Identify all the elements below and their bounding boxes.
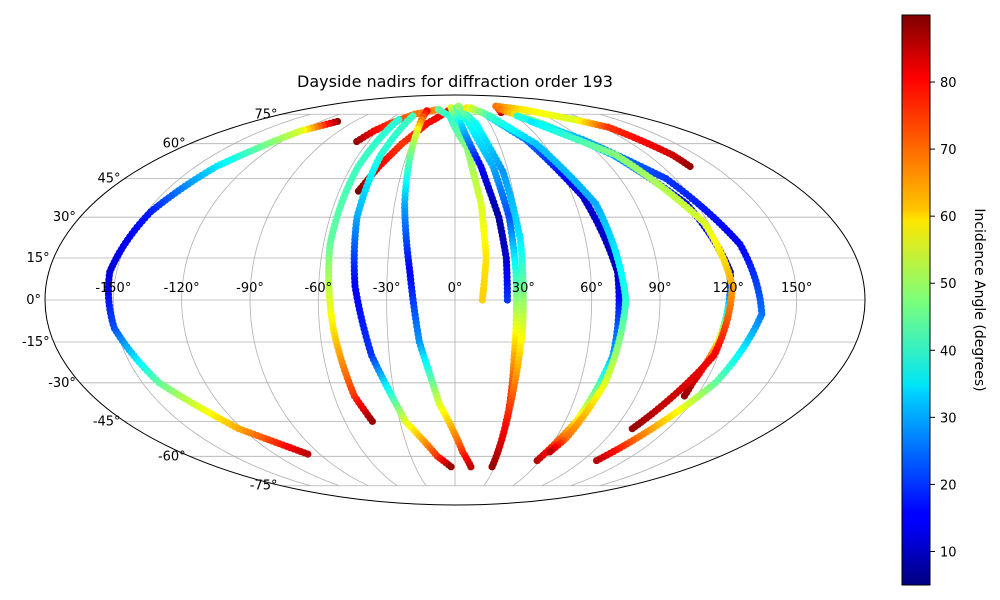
nadir-point <box>592 456 601 465</box>
latitude-tick-label: 15° <box>27 251 50 266</box>
nadir-point <box>503 296 511 304</box>
longitude-tick-label: -90° <box>236 281 264 296</box>
longitude-gridline <box>317 113 398 487</box>
colorbar-tick-label: 10 <box>940 545 957 560</box>
nadir-point <box>488 463 496 471</box>
latitude-tick-label: -30° <box>48 376 76 391</box>
nadir-point <box>680 392 689 400</box>
colorbar-tick-label: 80 <box>940 76 957 91</box>
nadir-point <box>686 162 694 171</box>
latitude-tick-label: 30° <box>53 210 76 225</box>
longitude-gridline <box>599 113 798 487</box>
longitude-tick-label: 60° <box>580 281 603 296</box>
latitude-tick-label: 60° <box>163 137 186 152</box>
longitude-gridline <box>541 113 661 487</box>
colorbar <box>901 14 931 586</box>
latitude-tick-label: 75° <box>254 107 277 122</box>
latitude-tick-label: 45° <box>98 172 121 187</box>
latitude-tick-label: -15° <box>22 335 50 350</box>
colorbar-tick-label: 40 <box>940 344 957 359</box>
latitude-tick-label: -60° <box>158 449 186 464</box>
nadir-point <box>368 417 376 425</box>
longitude-tick-label: 150° <box>781 281 812 296</box>
nadir-point <box>546 448 554 456</box>
latitude-tick-label: -75° <box>250 479 278 494</box>
nadir-point <box>467 463 475 471</box>
longitude-tick-labels: -150° -120° -90° -60° -30° 0° 30° 60° 90° 120° 150… <box>95 281 812 296</box>
chart-title: Dayside nadirs for diffraction order 193 <box>297 72 613 91</box>
longitude-gridline <box>112 113 311 487</box>
nadir-points <box>104 102 766 471</box>
nadir-point <box>304 450 312 458</box>
colorbar-ticks: 10 20 30 40 50 60 70 80 <box>930 76 957 560</box>
latitude-tick-labels: -75° -60° -45° -30° -15° 0° 15° 30° 45° 60° 75° <box>22 107 278 493</box>
colorbar-tick-label: 70 <box>940 143 957 158</box>
latitude-tick-label: -45° <box>93 414 121 429</box>
longitude-gridline <box>249 113 369 487</box>
longitude-tick-label: 120° <box>713 281 744 296</box>
longitude-tick-label: 90° <box>648 281 671 296</box>
longitude-tick-label: 0° <box>448 281 463 296</box>
colorbar-tick-label: 30 <box>940 411 957 426</box>
longitude-tick-label: -120° <box>164 281 200 296</box>
nadir-point <box>628 425 636 433</box>
map-outline <box>44 94 866 506</box>
longitude-tick-label: 30° <box>512 281 535 296</box>
colorbar-tick-label: 60 <box>940 210 957 225</box>
nadir-point <box>447 463 455 471</box>
colorbar-label: Incidence Angle (degrees) <box>971 208 987 391</box>
colorbar-tick-label: 50 <box>940 277 957 292</box>
colorbar-tick-label: 20 <box>940 478 957 493</box>
nadir-point <box>533 456 541 465</box>
longitude-tick-label: -150° <box>95 281 131 296</box>
longitude-tick-label: -30° <box>373 281 401 296</box>
longitude-gridline <box>386 114 427 486</box>
longitude-tick-label: -60° <box>304 281 332 296</box>
nadir-point <box>478 296 486 304</box>
latitude-tick-label: 0° <box>26 293 41 308</box>
